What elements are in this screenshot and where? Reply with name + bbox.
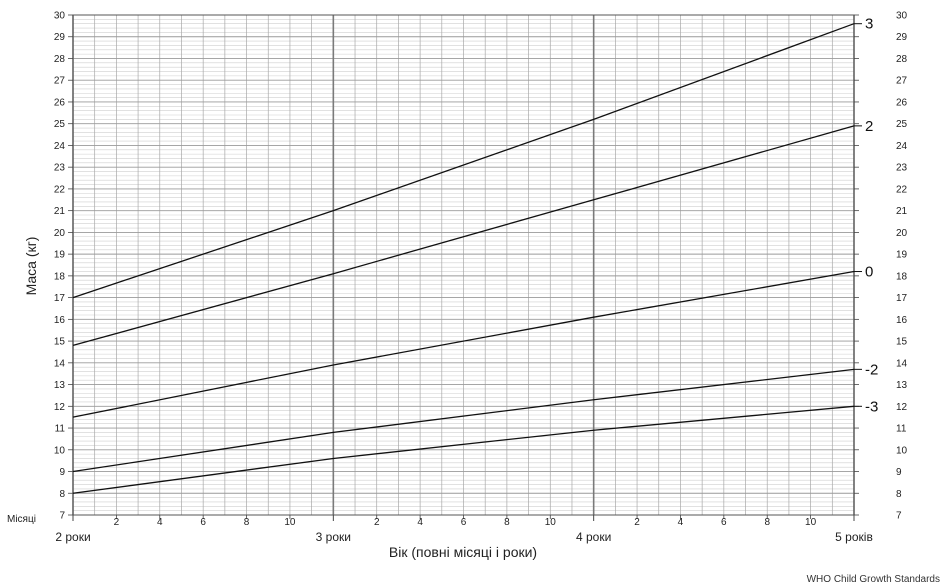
x-month-tick-label: 2 [114,517,120,528]
series-lines [72,23,855,494]
y-tick-label-right: 22 [896,184,908,195]
y-tick-label-left: 12 [54,402,66,413]
y-tick-label-left: 19 [54,250,66,261]
y-tick-label-left: 21 [54,206,66,217]
series-line [72,405,855,494]
y-tick-label-right: 24 [896,141,908,152]
y-tick-label-right: 16 [896,315,908,326]
y-tick-label-left: 16 [54,315,66,326]
x-month-tick-label: 10 [545,517,557,528]
y-tick-label-right: 20 [896,228,908,239]
grid-major [72,14,855,516]
x-month-tick-label: 8 [764,517,770,528]
y-tick-label-left: 8 [59,489,65,500]
x-month-tick-label: 2 [374,517,380,528]
y-tick-label-right: 28 [896,54,908,65]
y-tick-label-right: 21 [896,206,908,217]
y-tick-label-left: 27 [54,76,66,87]
x-month-tick-label: 6 [461,517,467,528]
y-tick-label-right: 7 [896,511,902,522]
y-tick-label-left: 20 [54,228,66,239]
y-tick-label-left: 13 [54,380,66,391]
y-tick-label-left: 18 [54,271,66,282]
series-line [72,23,855,299]
y-tick-label-left: 10 [54,445,66,456]
y-tick-label-right: 23 [896,163,908,174]
series-label: -3 [865,398,878,415]
series-label: 2 [865,118,873,135]
y-tick-label-left: 30 [54,11,66,22]
series-line [72,270,855,418]
y-tick-label-left: 24 [54,141,66,152]
y-tick-label-left: 28 [54,54,66,65]
y-tick-label-right: 17 [896,293,908,304]
y-tick-label-right: 29 [896,32,908,43]
y-tick-label-left: 7 [59,511,65,522]
x-month-tick-label: 8 [244,517,250,528]
y-tick-label-right: 18 [896,271,908,282]
y-tick-label-right: 19 [896,250,908,261]
x-month-tick-label: 2 [634,517,640,528]
grid-minor [73,15,854,515]
series-labels: 3 2 0 -2 -3 [854,14,882,415]
x-month-tick-label: 4 [157,517,163,528]
x-month-tick-label: 6 [200,517,206,528]
x-year-tick-label: 2 роки [55,530,90,544]
y-tick-label-right: 9 [896,467,902,478]
y-tick-label-left: 22 [54,184,66,195]
y-tick-label-left: 9 [59,467,65,478]
y-tick-label-right: 26 [896,97,908,108]
y-axis-title: Маса (кг) [23,237,39,296]
y-tick-label-left: 14 [54,358,66,369]
x-month-tick-label: 10 [805,517,817,528]
x-year-tick-label: 5 років [835,530,873,544]
y-tick-label-left: 23 [54,163,66,174]
y-tick-label-right: 13 [896,380,908,391]
y-tick-label-left: 26 [54,97,66,108]
series-label: 3 [865,16,873,33]
series-line [72,368,855,473]
x-month-tick-label: 6 [721,517,727,528]
months-label: Місяці [7,514,36,525]
x-month-tick-label: 4 [417,517,423,528]
x-year-tick-label: 4 роки [576,530,611,544]
x-year-tick-label: 3 роки [316,530,351,544]
y-tick-label-right: 25 [896,119,908,130]
series-label: -2 [865,361,878,378]
y-tick-label-right: 10 [896,445,908,456]
series-label-bg [862,116,882,134]
x-month-tick-label: 8 [504,517,510,528]
y-tick-label-left: 17 [54,293,66,304]
y-tick-label-right: 12 [896,402,908,413]
x-month-tick-label: 10 [284,517,296,528]
series-label-bg [862,262,882,280]
series-line [72,125,855,347]
y-tick-label-right: 27 [896,76,908,87]
y-tick-label-right: 15 [896,337,908,348]
x-axis-title: Вік (повні місяці і роки) [389,544,537,560]
y-tick-label-left: 11 [55,424,66,435]
series-label: 0 [865,264,873,281]
series-label-bg [862,397,882,415]
y-tick-label-left: 15 [54,337,66,348]
source-note: WHO Child Growth Standards [806,574,940,585]
y-tick-label-right: 30 [896,11,908,22]
y-tick-label-left: 25 [54,119,66,130]
y-tick-label-right: 14 [896,358,908,369]
axis-ticks: 7 7 8 8 9 9 10 10 11 11 12 12 13 13 14 14 15 15 16 16 17 17 18… [54,11,908,545]
y-tick-label-left: 29 [54,32,66,43]
y-tick-label-right: 11 [896,424,907,435]
y-tick-label-right: 8 [896,489,902,500]
series-label-bg [862,14,882,32]
x-month-tick-label: 4 [678,517,684,528]
series-label-bg [862,360,882,378]
